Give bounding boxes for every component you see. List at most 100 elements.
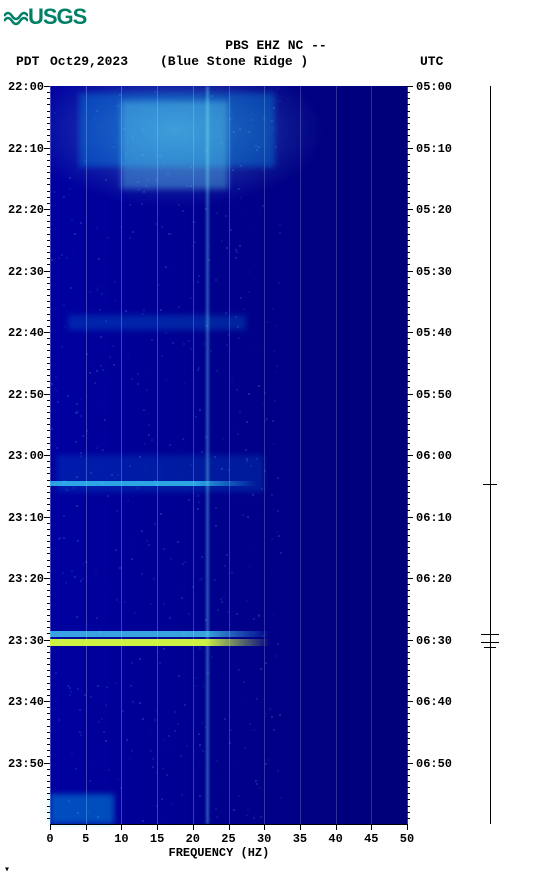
y-minor-tick <box>407 676 410 677</box>
y-minor-tick <box>47 387 50 388</box>
x-tick-label: 45 <box>364 832 378 846</box>
y-minor-tick <box>47 344 50 345</box>
right-timezone-label: UTC <box>420 54 443 69</box>
y-minor-tick <box>47 203 50 204</box>
y-tick-label-left: 22:40 <box>4 326 44 340</box>
y-tick-label-left: 22:50 <box>4 388 44 402</box>
y-tick-label-left: 23:20 <box>4 572 44 586</box>
y-tick-label-left: 23:10 <box>4 511 44 525</box>
y-minor-tick <box>407 799 410 800</box>
y-tick-label-right: 05:00 <box>416 80 452 94</box>
y-minor-tick <box>407 689 410 690</box>
y-minor-tick <box>47 375 50 376</box>
y-minor-tick <box>47 135 50 136</box>
usgs-logo: USGS <box>4 4 86 30</box>
y-tick-right <box>407 332 413 333</box>
y-minor-tick <box>407 191 410 192</box>
y-minor-tick <box>47 738 50 739</box>
y-minor-tick <box>47 615 50 616</box>
y-minor-tick <box>407 793 410 794</box>
y-minor-tick <box>47 350 50 351</box>
y-minor-tick <box>47 98 50 99</box>
y-minor-tick <box>47 357 50 358</box>
y-minor-tick <box>47 560 50 561</box>
y-minor-tick <box>47 541 50 542</box>
y-tick-right <box>407 763 413 764</box>
y-minor-tick <box>47 381 50 382</box>
y-minor-tick <box>47 221 50 222</box>
y-minor-tick <box>47 111 50 112</box>
seismic-event-band <box>50 639 271 646</box>
y-minor-tick <box>407 498 410 499</box>
y-minor-tick <box>47 547 50 548</box>
y-minor-tick <box>47 676 50 677</box>
y-tick-left <box>44 394 50 395</box>
y-minor-tick <box>407 123 410 124</box>
y-minor-tick <box>407 424 410 425</box>
y-minor-tick <box>47 732 50 733</box>
event-ruler-tick <box>481 642 499 643</box>
y-minor-tick <box>407 178 410 179</box>
y-minor-tick <box>407 560 410 561</box>
y-minor-tick <box>47 744 50 745</box>
y-minor-tick <box>47 418 50 419</box>
y-minor-tick <box>407 160 410 161</box>
y-minor-tick <box>47 461 50 462</box>
y-minor-tick <box>47 799 50 800</box>
seismic-event-band <box>50 481 257 486</box>
y-minor-tick <box>407 769 410 770</box>
y-minor-tick <box>407 775 410 776</box>
y-minor-tick <box>47 191 50 192</box>
y-minor-tick <box>47 652 50 653</box>
y-minor-tick <box>47 283 50 284</box>
y-minor-tick <box>47 443 50 444</box>
spectrogram-page: USGS PBS EHZ NC -- (Blue Stone Ridge ) P… <box>0 0 552 892</box>
y-minor-tick <box>407 375 410 376</box>
y-minor-tick <box>407 314 410 315</box>
y-minor-tick <box>47 566 50 567</box>
y-minor-tick <box>47 787 50 788</box>
y-minor-tick <box>47 412 50 413</box>
y-minor-tick <box>47 510 50 511</box>
y-minor-tick <box>47 129 50 130</box>
y-minor-tick <box>407 344 410 345</box>
x-tick-label: 35 <box>293 832 307 846</box>
y-minor-tick <box>47 449 50 450</box>
y-minor-tick <box>47 498 50 499</box>
y-minor-tick <box>47 430 50 431</box>
y-minor-tick <box>407 400 410 401</box>
spectrogram-canvas <box>50 86 407 824</box>
y-minor-tick <box>407 719 410 720</box>
y-minor-tick <box>407 117 410 118</box>
y-tick-left <box>44 455 50 456</box>
y-tick-label-right: 06:20 <box>416 572 452 586</box>
y-minor-tick <box>407 301 410 302</box>
y-tick-right <box>407 517 413 518</box>
y-minor-tick <box>407 486 410 487</box>
y-tick-label-left: 22:30 <box>4 265 44 279</box>
y-minor-tick <box>407 492 410 493</box>
x-tick-label: 15 <box>150 832 164 846</box>
y-minor-tick <box>47 609 50 610</box>
spectro-noise <box>57 455 264 492</box>
y-minor-tick <box>407 806 410 807</box>
y-minor-tick <box>47 781 50 782</box>
y-minor-tick <box>407 603 410 604</box>
y-tick-left <box>44 701 50 702</box>
y-minor-tick <box>407 437 410 438</box>
y-minor-tick <box>47 590 50 591</box>
y-minor-tick <box>407 295 410 296</box>
y-minor-tick <box>407 326 410 327</box>
y-minor-tick <box>47 584 50 585</box>
y-minor-tick <box>407 258 410 259</box>
y-minor-tick <box>407 683 410 684</box>
y-minor-tick <box>407 449 410 450</box>
y-minor-tick <box>407 461 410 462</box>
x-tick-label: 40 <box>328 832 342 846</box>
y-minor-tick <box>47 806 50 807</box>
station-id: PBS EHZ NC -- <box>0 38 552 53</box>
y-minor-tick <box>47 234 50 235</box>
y-minor-tick <box>47 141 50 142</box>
y-minor-tick <box>407 523 410 524</box>
y-minor-tick <box>407 627 410 628</box>
